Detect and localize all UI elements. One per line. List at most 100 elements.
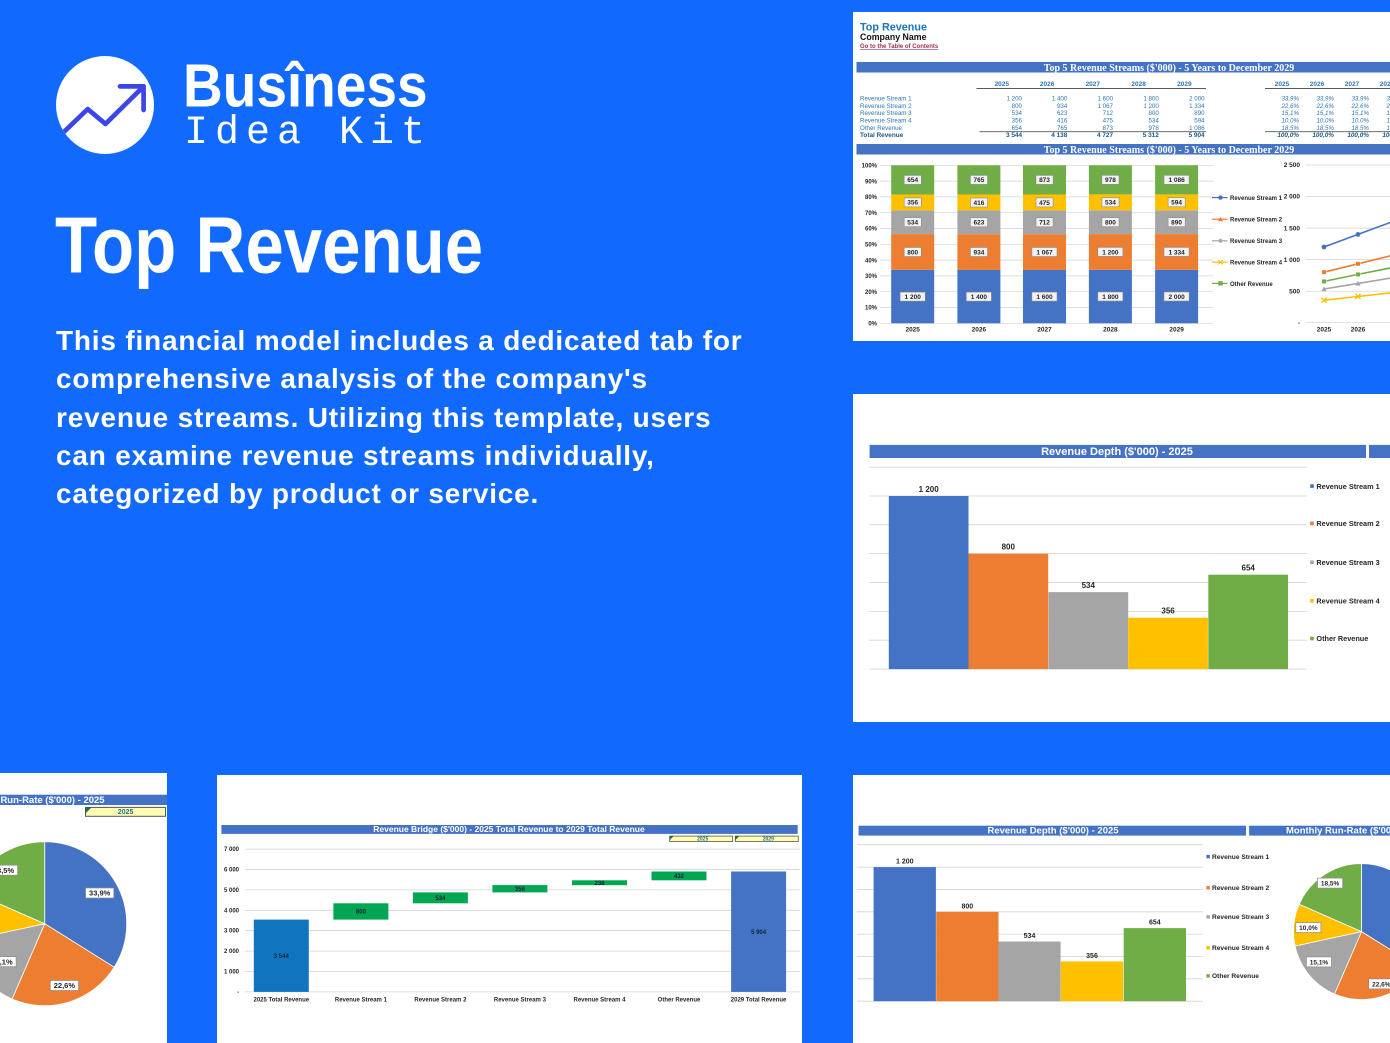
svg-text:15,1%: 15,1%	[1316, 110, 1334, 117]
svg-text:Other Revenue: Other Revenue	[658, 997, 701, 1003]
svg-text:890: 890	[1194, 110, 1205, 117]
svg-text:800: 800	[1002, 542, 1016, 551]
svg-text:Go to the Table of Contents: Go to the Table of Contents	[860, 44, 939, 50]
svg-text:2026: 2026	[1351, 327, 1366, 334]
svg-text:90%: 90%	[865, 179, 878, 185]
svg-text:22,6%: 22,6%	[1350, 103, 1369, 110]
svg-text:2 000: 2 000	[1284, 194, 1301, 201]
svg-text:18,5%: 18,5%	[1351, 125, 1369, 132]
svg-text:50%: 50%	[865, 243, 878, 249]
svg-text:2 000: 2 000	[224, 949, 240, 955]
svg-text:978: 978	[1148, 125, 1159, 132]
svg-text:1 000: 1 000	[1284, 257, 1301, 264]
svg-text:654: 654	[1149, 919, 1161, 926]
svg-text:800: 800	[1012, 103, 1023, 110]
svg-text:Revenue Stream 1: Revenue Stream 1	[1316, 481, 1379, 490]
svg-text:2025: 2025	[1275, 81, 1290, 88]
svg-text:2025: 2025	[905, 327, 920, 334]
svg-text:18,5%: 18,5%	[1281, 125, 1299, 132]
svg-text:1 067: 1 067	[1036, 249, 1053, 256]
svg-text:60%: 60%	[865, 227, 878, 233]
svg-text:Monthly Run-Rate ($'000: Monthly Run-Rate ($'000	[1286, 825, 1390, 836]
svg-text:2 000: 2 000	[1168, 294, 1185, 301]
svg-text:7 000: 7 000	[224, 847, 240, 853]
svg-text:2 500: 2 500	[1284, 162, 1301, 169]
svg-text:10,0%: 10,0%	[1351, 118, 1369, 125]
svg-text:10,0%: 10,0%	[1316, 118, 1334, 125]
svg-text:654: 654	[1012, 125, 1023, 132]
svg-text:654: 654	[907, 177, 918, 184]
svg-text:2026: 2026	[1040, 81, 1055, 88]
svg-text:356: 356	[1012, 118, 1023, 125]
svg-text:934: 934	[1057, 103, 1068, 110]
svg-text:100,0%: 100,0%	[1312, 132, 1334, 139]
svg-text:33,9%: 33,9%	[89, 889, 111, 898]
svg-text:623: 623	[1057, 110, 1068, 117]
svg-text:Revenue Stream 2: Revenue Stream 2	[860, 103, 912, 110]
svg-text:500: 500	[1289, 288, 1300, 295]
svg-text:1 086: 1 086	[1168, 177, 1185, 184]
svg-text:22,6%: 22,6%	[54, 981, 76, 990]
svg-text:1 334: 1 334	[1189, 103, 1205, 110]
svg-text:Revenue Stream 1: Revenue Stream 1	[335, 997, 388, 1003]
svg-text:534: 534	[1012, 110, 1023, 117]
svg-text:890: 890	[1171, 220, 1182, 227]
svg-text:432: 432	[674, 874, 685, 880]
svg-text:1 200: 1 200	[905, 294, 922, 301]
svg-text:Revenue Depth ($'000) - 2025: Revenue Depth ($'000) - 2025	[987, 825, 1119, 836]
svg-text:Revenue Stream 4: Revenue Stream 4	[1212, 945, 1270, 952]
svg-text:534: 534	[1024, 933, 1036, 940]
svg-text:33,9%: 33,9%	[1351, 96, 1369, 103]
svg-text:2027: 2027	[1345, 81, 1360, 88]
svg-text:1 200: 1 200	[896, 858, 914, 865]
svg-text:594: 594	[1194, 118, 1205, 125]
svg-text:Revenue Stream 1: Revenue Stream 1	[1230, 196, 1283, 202]
svg-text:800: 800	[961, 903, 973, 910]
svg-text:800: 800	[1105, 220, 1116, 227]
svg-text:2028: 2028	[1131, 81, 1146, 88]
svg-text:Revenue Stream 3: Revenue Stream 3	[860, 110, 912, 117]
svg-text:5 312: 5 312	[1143, 132, 1159, 139]
svg-text:15,1%: 15,1%	[0, 958, 13, 967]
svg-text:800: 800	[1148, 110, 1159, 117]
svg-text:416: 416	[973, 200, 984, 207]
svg-text:1 067: 1 067	[1098, 103, 1114, 110]
svg-text:Other Revenue: Other Revenue	[1212, 973, 1259, 980]
svg-text:Revenue Stream 4: Revenue Stream 4	[573, 997, 626, 1003]
svg-text:10,0%: 10,0%	[1281, 118, 1299, 125]
svg-text:356: 356	[515, 887, 526, 893]
svg-text:2029: 2029	[1177, 81, 1192, 88]
svg-text:Revenue Stream 4: Revenue Stream 4	[1316, 596, 1380, 605]
svg-text:20%: 20%	[865, 290, 878, 296]
svg-text:594: 594	[1171, 200, 1182, 207]
svg-text:10,0%: 10,0%	[1386, 118, 1390, 125]
svg-text:80%: 80%	[865, 195, 878, 201]
svg-text:800: 800	[356, 909, 367, 915]
svg-text:2028: 2028	[1103, 327, 1118, 334]
svg-text:2028: 2028	[1380, 81, 1390, 88]
svg-text:Revenue Stream 3: Revenue Stream 3	[1316, 558, 1379, 567]
svg-text:Revenue Depth ($'000) - 2025: Revenue Depth ($'000) - 2025	[1041, 446, 1193, 458]
svg-text:Revenue Stream 4: Revenue Stream 4	[860, 118, 912, 125]
svg-text:100,0%: 100,0%	[1277, 132, 1299, 139]
svg-text:100%: 100%	[862, 164, 878, 170]
svg-text:33,9%: 33,9%	[1386, 96, 1390, 103]
svg-text:2026: 2026	[1310, 81, 1325, 88]
svg-text:10,0%: 10,0%	[1299, 925, 1318, 932]
svg-text:18,5%: 18,5%	[1321, 880, 1340, 887]
svg-text:Other Revenue: Other Revenue	[1316, 634, 1368, 643]
svg-text:70%: 70%	[865, 211, 878, 217]
svg-text:Total Revenue: Total Revenue	[860, 132, 904, 139]
svg-text:5 000: 5 000	[224, 888, 240, 894]
svg-text:356: 356	[907, 200, 918, 207]
svg-text:534: 534	[1082, 581, 1096, 590]
svg-text:Top Revenue: Top Revenue	[860, 22, 927, 34]
svg-text:Revenue Stream 1: Revenue Stream 1	[860, 96, 912, 103]
svg-text:873: 873	[1039, 177, 1050, 184]
svg-text:765: 765	[973, 177, 984, 184]
svg-text:22,6%: 22,6%	[1372, 981, 1390, 988]
svg-text:623: 623	[973, 220, 984, 227]
svg-text:2027: 2027	[1037, 327, 1052, 334]
svg-text:Revenue Stream 3: Revenue Stream 3	[1230, 239, 1283, 245]
svg-text:100,0%: 100,0%	[1347, 132, 1369, 139]
